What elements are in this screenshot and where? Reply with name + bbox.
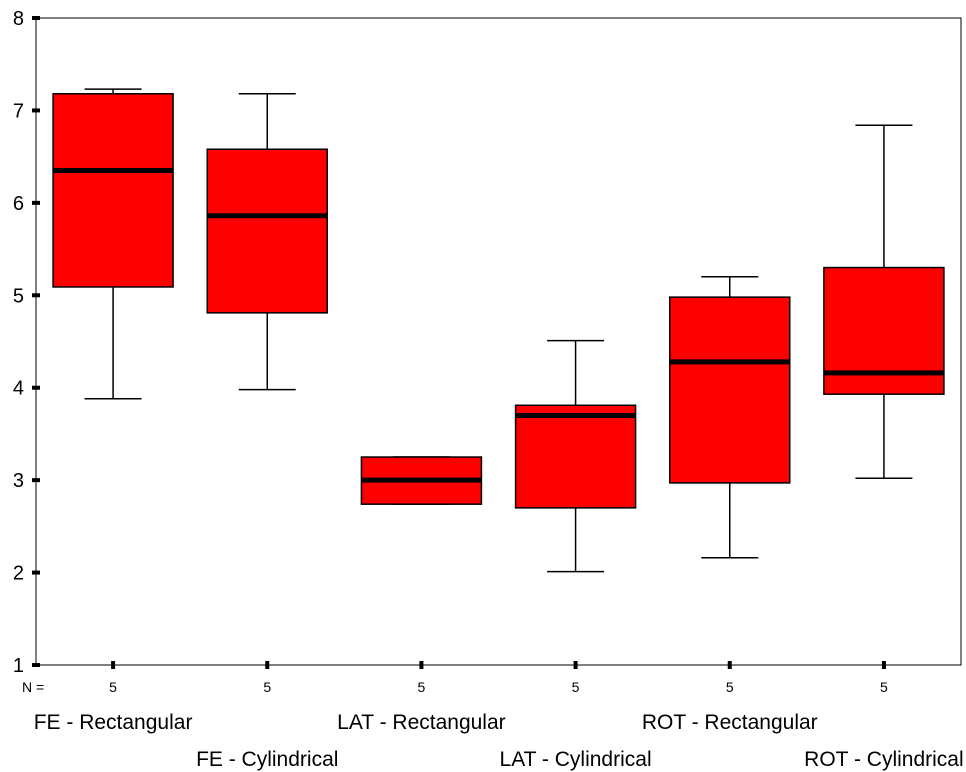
y-tick-label: 5 — [13, 285, 24, 307]
box — [52, 93, 174, 288]
box-group — [206, 93, 328, 391]
y-tick-label: 3 — [13, 470, 24, 492]
box-group — [823, 124, 945, 480]
plot-area — [35, 17, 962, 666]
y-tick-label: 8 — [13, 8, 24, 30]
boxes — [52, 88, 945, 573]
n-label: N = — [22, 679, 44, 695]
x-axis: N = 5 FE - Rectangular 5 FE - Cylindrical 5 L… — [22, 661, 964, 771]
box-group — [52, 88, 174, 400]
count-label: 5 — [726, 679, 734, 695]
y-tick-label: 1 — [13, 655, 24, 677]
y-tick-label: 7 — [13, 100, 24, 122]
y-tick-label: 4 — [13, 378, 24, 400]
y-tick-label: 2 — [13, 563, 24, 585]
category-label: FE - Rectangular — [34, 711, 193, 734]
category-label: LAT - Rectangular — [337, 711, 505, 734]
box — [206, 148, 328, 314]
count-label: 5 — [880, 679, 888, 695]
box — [514, 404, 637, 509]
category-label: LAT - Cylindrical — [500, 748, 652, 771]
count-label: 5 — [109, 679, 117, 695]
box-group — [514, 339, 637, 573]
category-label: FE - Cylindrical — [196, 748, 338, 771]
box — [669, 296, 791, 484]
count-label: 5 — [418, 679, 426, 695]
box-group — [360, 456, 483, 505]
category-label: ROT - Rectangular — [642, 711, 818, 734]
box-group — [669, 276, 791, 559]
y-axis: 1 2 3 4 5 6 7 8 — [13, 8, 40, 677]
y-tick-label: 6 — [13, 193, 24, 215]
count-label: 5 — [572, 679, 580, 695]
plot-frame — [35, 17, 962, 666]
category-label: ROT - Cylindrical — [804, 748, 963, 771]
count-label: 5 — [263, 679, 271, 695]
